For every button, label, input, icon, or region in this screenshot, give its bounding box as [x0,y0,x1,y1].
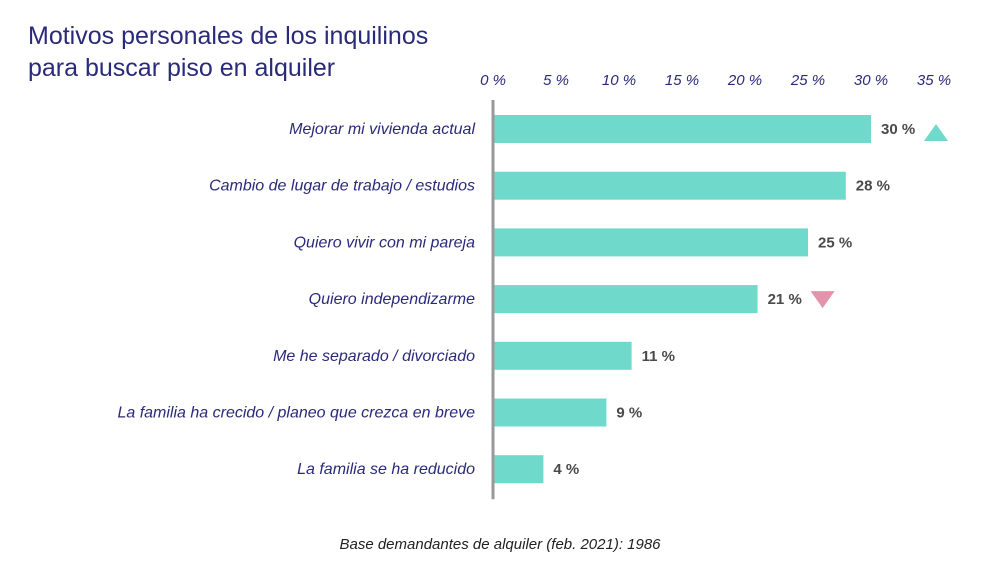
value-label: 21 % [768,291,802,308]
value-label: 25 % [818,234,852,251]
x-tick-label: 0 % [480,72,506,89]
category-label: La familia se ha reducido [297,461,475,478]
value-label: 11 % [642,348,675,365]
x-tick-label: 15 % [665,72,699,89]
bar [493,228,808,257]
category-label: Me he separado / divorciado [273,348,475,365]
x-tick-label: 20 % [727,72,762,89]
category-labels: Mejorar mi vivienda actual Cambio de luga… [117,121,475,478]
value-label: 30 % [881,121,915,138]
bar [493,455,544,484]
trend-down-icon [810,291,835,309]
category-label: Mejorar mi vivienda actual [289,121,475,138]
bar [493,398,607,427]
value-labels: 30 % 28 % 25 % 21 % 11 % 9 % 4 % [553,121,915,478]
x-tick-label: 30 % [854,72,888,89]
value-label: 28 % [856,178,890,195]
x-tick-label: 35 % [917,72,951,89]
bar [493,115,871,143]
value-label: 9 % [616,405,642,422]
trend-up-icon [924,124,948,141]
bar [493,341,632,370]
trend-markers [810,124,948,309]
bar [493,171,846,200]
category-label: Quiero vivir con mi pareja [294,234,476,251]
category-label: Quiero independizarme [309,291,475,308]
category-label: La familia ha crecido / planeo que crezc… [117,405,475,422]
chart-title: Motivos personales de los inquilinos par… [28,22,429,82]
x-axis-ticks: 0 % 5 % 10 % 15 % 20 % 25 % 30 % 35 % [480,72,951,89]
category-label: Cambio de lugar de trabajo / estudios [209,178,475,195]
footnote: Base demandantes de alquiler (feb. 2021)… [339,536,661,553]
bars [493,115,871,484]
x-tick-label: 10 % [602,72,636,89]
x-tick-label: 25 % [790,72,825,89]
bar [493,285,758,314]
x-tick-label: 5 % [543,72,569,89]
value-label: 4 % [553,461,579,478]
